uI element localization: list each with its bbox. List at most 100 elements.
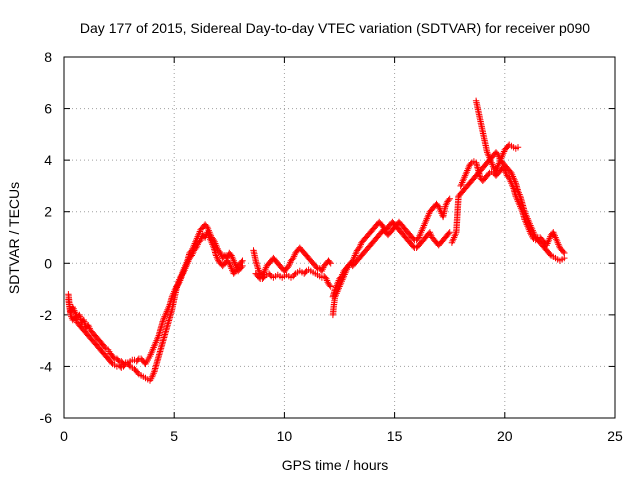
series-trace-segment (151, 339, 159, 348)
series-trace-segment (160, 313, 168, 322)
series-trace-segment (191, 238, 199, 247)
series-late-b (329, 195, 453, 300)
series-trace-segment (451, 230, 459, 239)
series-trace-segment (149, 344, 157, 353)
series-trace-segment (513, 194, 521, 203)
series-mid-b (252, 266, 334, 290)
series-trace-segment (524, 215, 532, 224)
series-trace-segment (337, 279, 345, 288)
series-end-b (457, 158, 568, 257)
series-trace-segment (189, 248, 197, 257)
chart-title: Day 177 of 2015, Sidereal Day-to-day VTE… (80, 20, 590, 36)
series-trace-segment (420, 220, 428, 229)
series-trace-segment (339, 274, 347, 283)
series-trace-segment (226, 261, 234, 270)
series-trace-segment (475, 109, 483, 118)
data-point (327, 260, 334, 267)
series-trace-segment (418, 225, 426, 234)
series-trace-segment (176, 277, 184, 286)
series-trace-segment (528, 225, 536, 234)
series-trace-segment (495, 158, 503, 167)
series-trace-segment (522, 218, 530, 227)
series-trace-segment (68, 313, 76, 322)
series-trace-segment (332, 282, 340, 291)
series-trace-segment (453, 194, 462, 234)
series-trace-segment (553, 236, 561, 245)
series-trace-segment (213, 243, 221, 252)
series-trace-segment (427, 230, 435, 239)
series-trace-segment (211, 238, 219, 247)
series-trace-segment (326, 258, 333, 266)
series-trace-segment (478, 125, 486, 134)
y-tick-label: 8 (44, 49, 52, 65)
series-trace-segment (339, 269, 347, 278)
plot-frame (63, 56, 616, 419)
series-trace-segment (474, 104, 482, 113)
series-trace-segment (482, 140, 489, 149)
series-trace-segment (524, 223, 532, 232)
y-tick-label: 6 (44, 101, 52, 117)
series-trace-segment (442, 199, 450, 208)
series-trace-segment (560, 248, 567, 255)
series-trace-segment (555, 241, 563, 250)
series-trace-segment (550, 230, 558, 239)
series-trace-segment (356, 241, 364, 250)
series-trace-segment (260, 274, 267, 281)
series-trace-segment (352, 248, 360, 257)
series-trace-segment (169, 290, 177, 299)
series-trace-segment (233, 264, 241, 273)
series-trace-segment (238, 264, 245, 271)
series-trace-segment (193, 233, 201, 242)
series-trace-segment (546, 233, 554, 242)
series-trace-segment (313, 264, 320, 271)
grid (64, 57, 615, 418)
series-trace-segment (334, 285, 342, 294)
series-trace-segment (182, 259, 190, 268)
series-trace-segment (319, 264, 327, 273)
series-trace-segment (213, 254, 221, 263)
data-point (514, 144, 522, 151)
series-trace-segment (290, 251, 298, 260)
series-trace-segment (154, 334, 162, 343)
series-trace-segment (473, 99, 481, 108)
series-trace-segment (149, 370, 157, 379)
series-trace-segment (229, 254, 237, 263)
series-trace-segment (526, 228, 534, 237)
series-trace-segment (485, 171, 492, 178)
series-trace-segment (291, 271, 298, 279)
series-trace-segment (479, 130, 487, 139)
x-tick-label: 0 (60, 428, 68, 444)
series-trace-segment (108, 359, 115, 366)
series-trace-segment (449, 236, 457, 245)
series-trace-segment (193, 241, 201, 250)
series-trace-segment (481, 135, 488, 144)
series-trace-segment (101, 343, 108, 351)
series-trace-segment (180, 264, 188, 273)
series-trace-segment (189, 243, 197, 252)
series-trace-segment (134, 369, 141, 377)
data-point (561, 249, 568, 257)
series-trace-segment (467, 160, 474, 168)
series-trace-segment (121, 361, 128, 369)
series-trace-segment (72, 316, 80, 325)
series-trace-segment (546, 251, 554, 258)
series-spike (472, 97, 522, 174)
series-trace-segment (493, 163, 501, 172)
series-trace-segment (326, 282, 333, 289)
series-trace-segment (497, 153, 506, 162)
series-trace-segment (323, 277, 331, 286)
series-trace-segment (196, 228, 204, 237)
series-trace-segment (204, 225, 212, 234)
series-trace-segment (231, 259, 239, 268)
series-trace-segment (544, 238, 552, 247)
series-trace-segment (224, 251, 232, 260)
series-trace-segment (462, 169, 470, 178)
series-trace-segment (198, 233, 206, 242)
series-trace-segment (416, 230, 424, 239)
series-trace-segment (506, 176, 514, 185)
series-trace-segment (508, 181, 517, 190)
x-axis-title: GPS time / hours (282, 457, 389, 473)
series-trace-segment (425, 210, 433, 219)
series-trace-segment (486, 156, 494, 165)
series-trace-segment (500, 148, 508, 157)
